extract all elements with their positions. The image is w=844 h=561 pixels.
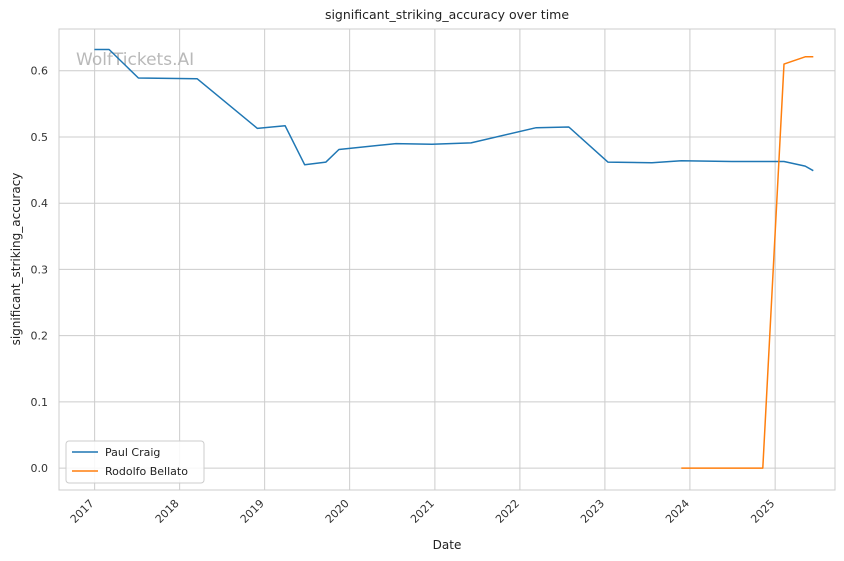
data-point-paul-craig xyxy=(284,125,286,127)
grid xyxy=(59,29,835,490)
data-point-paul-craig xyxy=(431,143,433,145)
series-paul-craig xyxy=(93,48,814,172)
y-tick-label: 0.4 xyxy=(31,197,49,210)
data-point-rodolfo-bellato xyxy=(762,467,764,469)
data-point-paul-craig xyxy=(108,49,110,51)
y-tick-labels: 0.0 0.1 0.2 0.3 0.4 0.5 0.6 xyxy=(31,65,49,475)
data-point-paul-craig xyxy=(138,77,140,79)
data-point-paul-craig xyxy=(568,126,570,128)
series-line-rodolfo-bellato xyxy=(681,56,814,469)
y-axis-label: significant_striking_accuracy xyxy=(9,173,23,346)
data-point-paul-craig xyxy=(257,127,259,129)
series-line-paul-craig xyxy=(94,48,814,172)
legend-label-rodolfo-bellato: Rodolfo Bellato xyxy=(105,465,188,478)
series-rodolfo-bellato xyxy=(680,56,814,469)
x-axis-label: Date xyxy=(433,538,462,552)
y-tick-label: 0.3 xyxy=(31,263,49,276)
data-point-paul-craig xyxy=(804,165,806,167)
data-point-paul-craig xyxy=(680,160,682,162)
series-layer xyxy=(93,48,814,469)
data-point-paul-craig xyxy=(470,142,472,144)
data-point-paul-craig xyxy=(395,143,397,145)
data-point-paul-craig xyxy=(812,170,814,172)
plot-frame xyxy=(58,28,836,491)
y-tick-label: 0.1 xyxy=(31,396,49,409)
y-tick-label: 0.6 xyxy=(31,65,49,78)
legend-label-paul-craig: Paul Craig xyxy=(105,446,160,459)
data-point-paul-craig xyxy=(338,149,340,151)
data-point-paul-craig xyxy=(535,127,537,129)
data-point-paul-craig xyxy=(196,78,198,80)
legend-box xyxy=(65,440,205,484)
data-point-rodolfo-bellato xyxy=(783,63,785,65)
data-point-rodolfo-bellato xyxy=(812,56,814,58)
y-tick-label: 0.2 xyxy=(31,330,49,343)
data-point-paul-craig xyxy=(325,161,327,163)
watermark: WolfTickets.AI xyxy=(76,50,194,70)
y-tick-label: 0.0 xyxy=(31,462,49,475)
data-point-paul-craig xyxy=(783,161,785,163)
y-tick-label: 0.5 xyxy=(31,131,49,144)
legend: Paul Craig Rodolfo Bellato xyxy=(65,440,205,484)
chart-title: significant_striking_accuracy over time xyxy=(325,7,569,22)
data-point-paul-craig xyxy=(93,49,95,51)
data-point-paul-craig xyxy=(607,161,609,163)
data-point-paul-craig xyxy=(651,162,653,164)
data-point-rodolfo-bellato xyxy=(804,56,806,58)
data-point-paul-craig xyxy=(304,164,306,166)
data-point-paul-craig xyxy=(731,161,733,163)
data-point-rodolfo-bellato xyxy=(680,467,682,469)
